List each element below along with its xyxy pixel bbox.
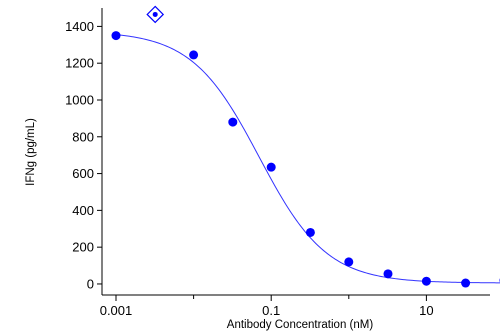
y-axis-title: IFNg (pg/mL) [25, 118, 37, 186]
data-point [421, 276, 431, 286]
fit-layer [115, 34, 500, 284]
y-tick-label: 200 [72, 240, 94, 255]
x-tick-label: 0.001 [100, 303, 133, 318]
x-tick-label: 0.1 [262, 303, 280, 318]
data-point [305, 227, 315, 237]
points-layer [111, 5, 500, 288]
x-axis-title: Antibody Concentration (nM) [227, 319, 374, 331]
excluded-point-marker [146, 5, 165, 24]
fit-curve [115, 34, 500, 284]
y-tick-label: 0 [87, 276, 94, 291]
y-tick-label: 1200 [65, 56, 94, 71]
data-point [266, 162, 276, 172]
x-tick-label: 10 [419, 303, 433, 318]
data-point [228, 117, 238, 127]
y-tick-label: 1000 [65, 92, 94, 107]
data-point [461, 278, 471, 288]
excluded-point [152, 11, 158, 17]
y-tick-label: 1400 [65, 19, 94, 34]
data-point [189, 50, 199, 60]
data-point [383, 269, 393, 279]
y-tick-label: 400 [72, 203, 94, 218]
y-tick-label: 800 [72, 129, 94, 144]
data-point [111, 31, 121, 41]
y-tick-label: 600 [72, 166, 94, 181]
data-point [344, 257, 354, 267]
axes: 0 200 400 600 800 1000 1200 1400 0.001 0.1 10 [65, 8, 490, 318]
